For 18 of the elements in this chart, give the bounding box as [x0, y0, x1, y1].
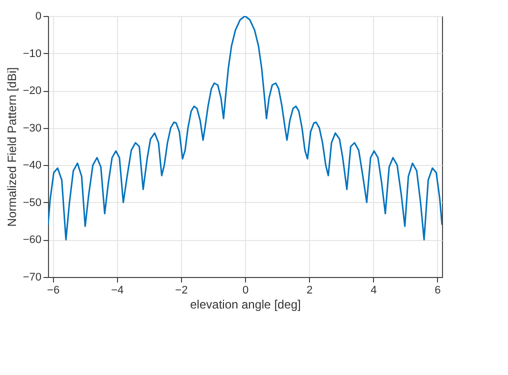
y-tick-label: −30 — [22, 122, 42, 134]
y-tick-label: −10 — [22, 48, 42, 60]
x-tick-label: 4 — [370, 284, 377, 296]
x-tick-label: 6 — [434, 284, 441, 296]
x-tick-label: 2 — [306, 284, 313, 296]
y-axis-title: Normalized Field Pattern [dBi] — [4, 67, 19, 227]
y-tick-label: −50 — [22, 196, 42, 209]
x-tick-label: −6 — [47, 284, 60, 296]
x-tick-label: −2 — [175, 284, 188, 296]
line-series — [48, 16, 442, 240]
y-tick-label: −40 — [22, 160, 42, 172]
x-axis-title: elevation angle [deg] — [190, 298, 301, 312]
y-tick-label: −20 — [22, 85, 42, 98]
x-tick-label: 0 — [242, 284, 249, 296]
y-tick-label: −70 — [22, 272, 42, 284]
y-tick-label: 0 — [35, 10, 42, 22]
y-tick-label: −60 — [22, 234, 42, 246]
x-tick-label: −4 — [111, 284, 124, 296]
